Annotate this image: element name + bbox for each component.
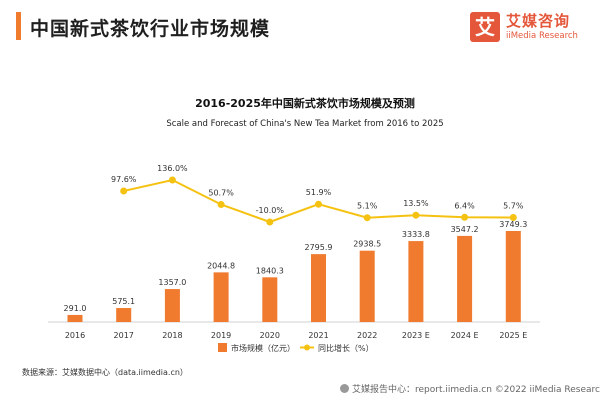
growth-label: -10.0%: [256, 206, 285, 215]
growth-label: 5.1%: [357, 202, 378, 211]
chart-title: 2016-2025年中国新式茶饮市场规模及预测: [195, 96, 415, 110]
logo-glyph: 艾: [475, 15, 495, 39]
growth-label: 6.4%: [454, 201, 475, 210]
bar-value-label: 2938.5: [353, 240, 381, 249]
growth-point: [363, 214, 371, 222]
bar-value-label: 3333.8: [402, 230, 430, 239]
bar-value-label: 1357.0: [158, 278, 186, 287]
x-tick-label: 2020: [260, 331, 280, 340]
bar-value-label: 2795.9: [305, 243, 333, 252]
bar-value-label: 291.0: [64, 304, 87, 313]
page-title: 中国新式茶饮行业市场规模: [30, 18, 271, 40]
growth-point: [217, 201, 225, 208]
x-tick-label: 2018: [162, 331, 182, 340]
bar: [116, 308, 132, 322]
x-tick-label: 2023 E: [402, 331, 430, 340]
bar: [408, 241, 424, 322]
x-tick-layer: 2016 2017 2018 2019 2020 2021 2022 2023 E 2024 E…: [65, 331, 527, 340]
x-tick-label: 2024 E: [451, 331, 479, 340]
bar: [359, 250, 375, 322]
growth-point: [412, 211, 420, 219]
x-tick-label: 2025 E: [499, 331, 527, 340]
legend-line-label: 同比增长（%）: [318, 343, 374, 353]
bar: [213, 272, 229, 322]
bar: [505, 231, 521, 322]
x-tick-label: 2019: [211, 331, 231, 340]
growth-point: [266, 218, 274, 226]
bar-value-label: 2044.8: [207, 261, 235, 270]
bar: [311, 254, 326, 322]
legend-bar-label: 市场规模（亿元）: [231, 343, 295, 353]
growth-label: 13.5%: [403, 199, 429, 208]
growth-label: 136.0%: [157, 164, 188, 173]
bar-value-label: 575.1: [112, 297, 135, 306]
growth-point: [168, 176, 176, 184]
growth-label: 97.6%: [111, 175, 137, 184]
footer-text: 艾媒报告中心：report.iimedia.cn ©2022 iiMedia R…: [352, 385, 600, 395]
logo-name-cn: 艾媒咨询: [506, 12, 571, 30]
growth-point: [461, 213, 469, 221]
legend: 市场规模（亿元） 同比增长（%）: [218, 343, 374, 353]
title-accent-bar: [16, 12, 21, 40]
growth-label: 5.7%: [503, 202, 524, 211]
brand-logo: 艾 艾媒咨询 iiMedia Research: [470, 10, 590, 50]
growth-point: [120, 187, 128, 195]
x-tick-label: 2022: [357, 331, 377, 340]
x-tick-label: 2017: [114, 331, 134, 340]
bar: [262, 277, 278, 322]
legend-line-marker: [304, 344, 310, 351]
growth-label: 50.7%: [208, 189, 234, 198]
legend-bar-swatch: [218, 343, 227, 352]
growth-label: 51.9%: [306, 188, 332, 197]
x-tick-label: 2021: [308, 331, 328, 340]
chart-subtitle: Scale and Forecast of China's New Tea Ma…: [166, 119, 443, 129]
bar: [164, 289, 180, 322]
bar-value-label: 3547.2: [451, 225, 479, 234]
footer-icon: [340, 384, 349, 393]
x-tick-label: 2016: [65, 331, 85, 340]
bar-value-label: 3749.3: [499, 220, 527, 229]
logo-name-en: iiMedia Research: [506, 31, 578, 41]
bar-value-label: 1840.3: [256, 266, 284, 275]
growth-point: [315, 200, 322, 208]
growth-line-layer: 97.6% 136.0% 50.7% -10.0% 51.9% 5.1% 13.5% 6.4%…: [111, 164, 524, 226]
footer-credit: 艾媒报告中心：report.iimedia.cn ©2022 iiMedia R…: [340, 382, 600, 395]
growth-point: [509, 214, 517, 221]
data-source: 数据来源：艾媒数据中心（data.iimedia.cn）: [22, 368, 188, 377]
bar: [67, 314, 83, 322]
bar: [457, 235, 473, 322]
bars-layer: 291.0 575.1 1357.0 2044.8 1840.3 2795.9 2938.5…: [64, 220, 527, 322]
logo-icon: [470, 12, 500, 42]
